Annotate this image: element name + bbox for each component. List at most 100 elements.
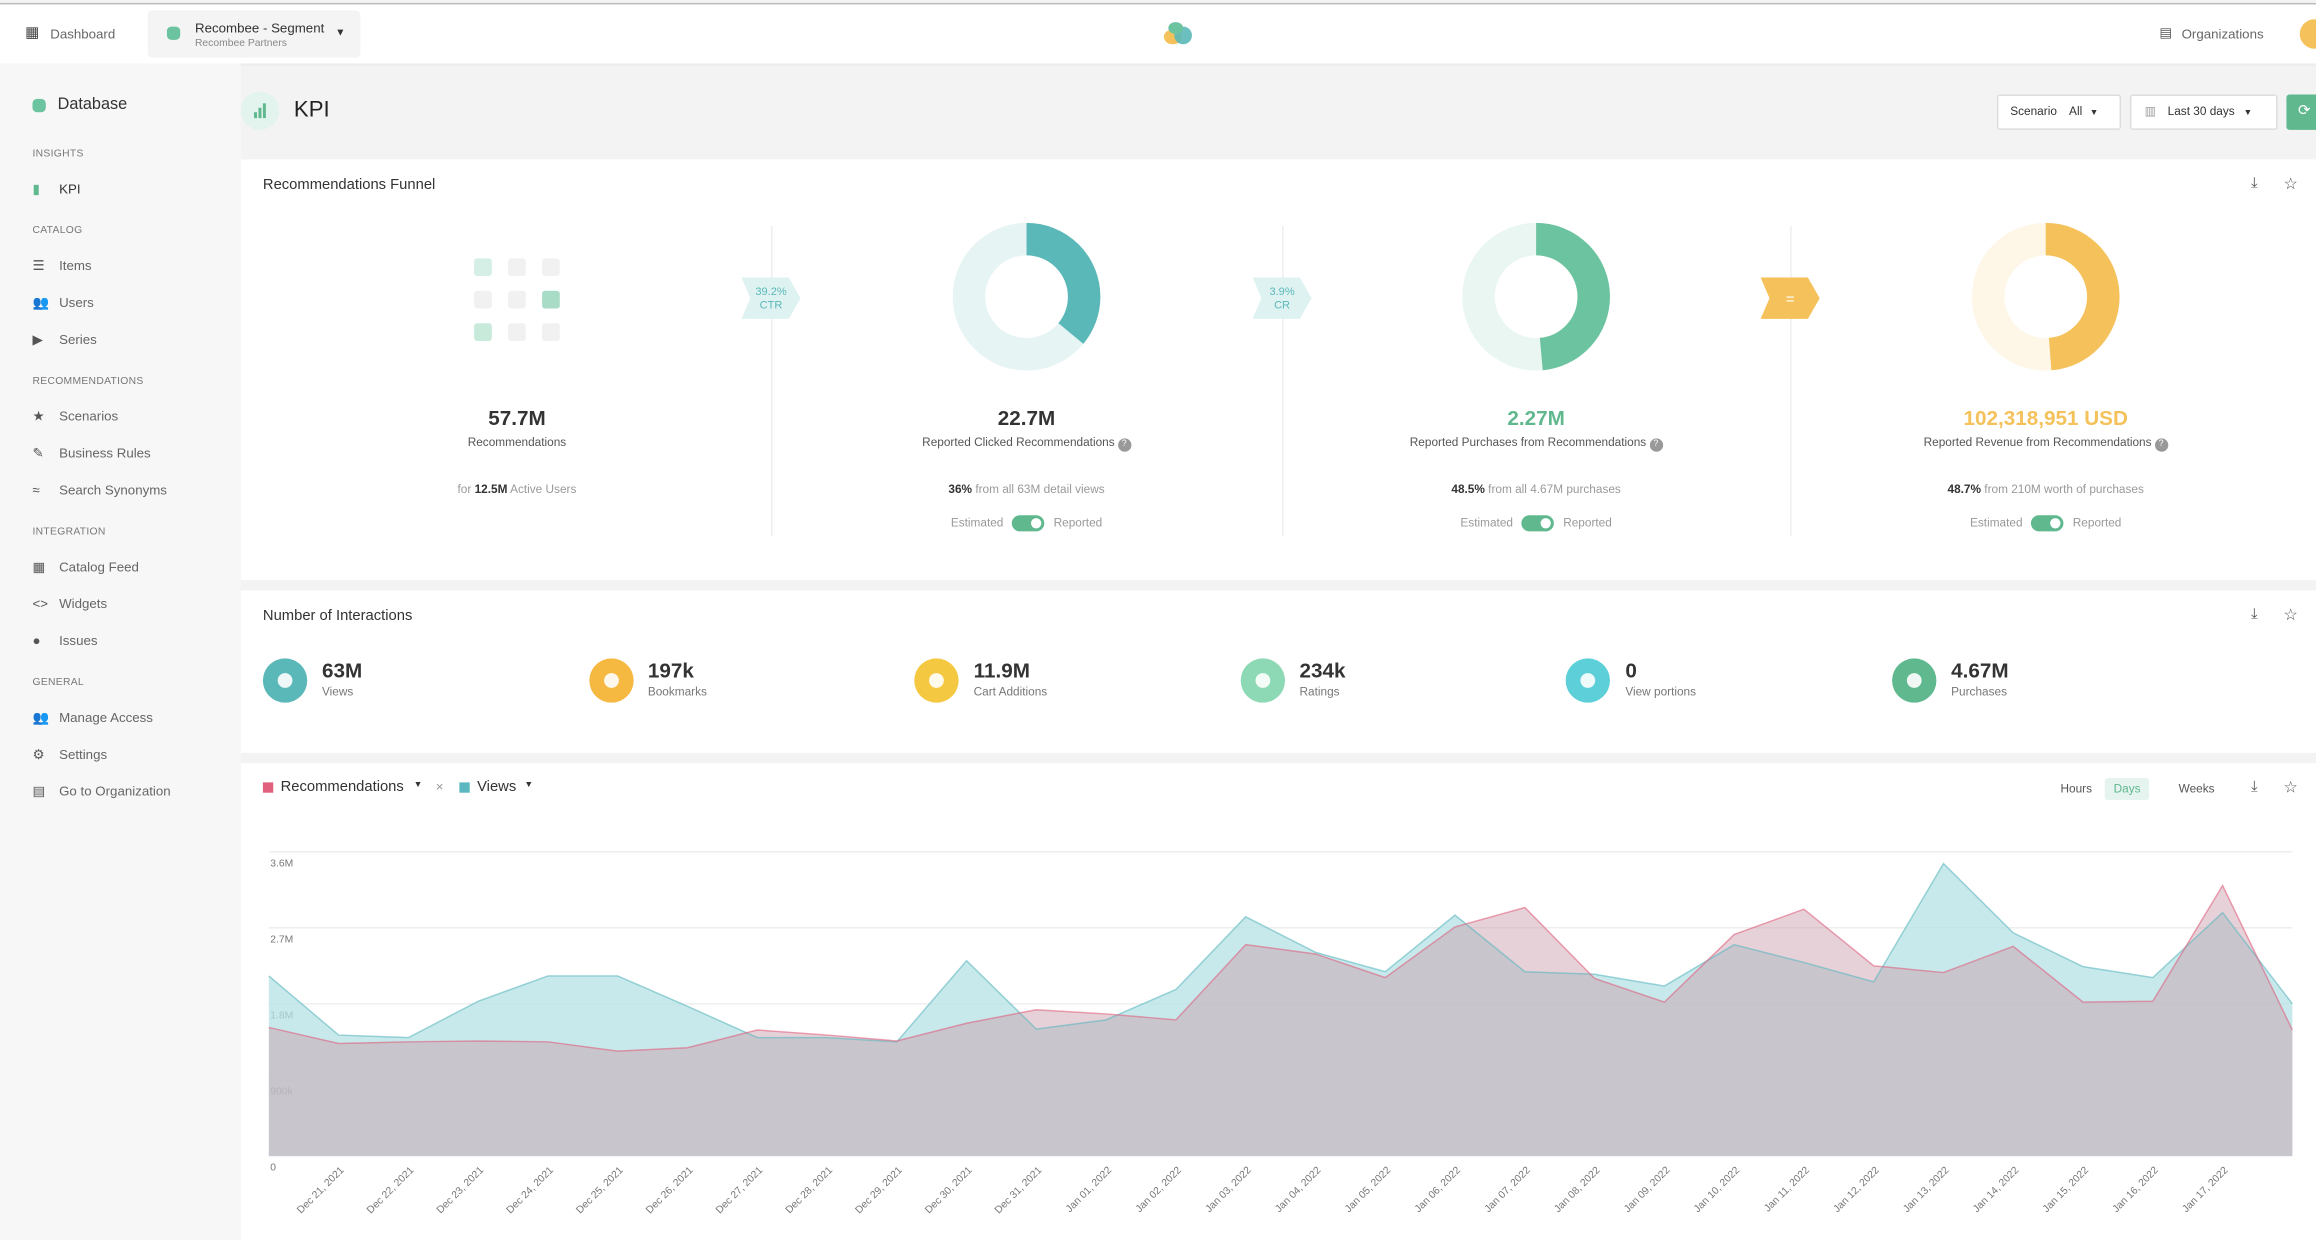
- interaction-label: Cart Additions: [973, 684, 1048, 699]
- interaction-value: 63M: [321, 658, 363, 682]
- detail-text: from all 63M detail views: [972, 482, 1105, 496]
- switch[interactable]: [1012, 515, 1045, 532]
- section-title: INTEGRATION: [32, 526, 106, 538]
- x-tick-label: Dec 27, 2021: [714, 1165, 765, 1216]
- nav-item[interactable]: Business Rules: [59, 445, 151, 461]
- x-tick-label: Jan 07, 2022: [1483, 1165, 1533, 1215]
- donut-arc: [952, 222, 1101, 371]
- interaction-icon: [588, 658, 634, 703]
- dashboard-link[interactable]: Dashboard: [50, 26, 116, 42]
- favorite-button[interactable]: ☆: [2283, 175, 2299, 194]
- scenario-select[interactable]: Scenario All ▼: [1996, 94, 2122, 130]
- switch[interactable]: [2031, 515, 2064, 532]
- nav-icon: ▶: [32, 332, 43, 347]
- section-title: CATALOG: [32, 225, 83, 237]
- legend-entry[interactable]: Views: [477, 779, 517, 796]
- separator: ×: [435, 779, 444, 795]
- logo: [1163, 22, 1192, 45]
- nav-icon: 👥: [32, 295, 50, 310]
- x-tick-label: Dec 21, 2021: [295, 1165, 346, 1216]
- nav-icon: ★: [32, 408, 45, 424]
- download-button[interactable]: ⤓: [2251, 606, 2258, 623]
- nav-icon: ▮: [32, 181, 40, 197]
- funnel-value: 102,318,951 USD: [1963, 405, 2128, 430]
- x-tick-label: Jan 05, 2022: [1343, 1165, 1393, 1215]
- toggle: Estimated Reported: [1315, 515, 1758, 532]
- interaction-value: 4.67M: [1951, 658, 2009, 682]
- divider: [771, 225, 773, 536]
- nav-item[interactable]: Issues: [59, 633, 98, 649]
- favorite-button[interactable]: ☆: [2283, 606, 2299, 625]
- interaction-label: Views: [321, 684, 354, 699]
- x-tick-label: Jan 13, 2022: [1901, 1165, 1951, 1215]
- x-tick-label: Dec 25, 2021: [574, 1165, 625, 1216]
- granularity-button[interactable]: Hours: [2060, 782, 2092, 796]
- help-icon[interactable]: ?: [2154, 438, 2168, 452]
- interaction-icon: [1240, 658, 1285, 703]
- interaction-value: 0: [1625, 658, 1637, 682]
- nav-item[interactable]: Series: [59, 332, 97, 347]
- x-tick-label: Jan 10, 2022: [1692, 1165, 1742, 1215]
- project-icon: [166, 26, 181, 40]
- nav-item[interactable]: Go to Organization: [59, 783, 171, 799]
- organizations-link[interactable]: Organizations: [2181, 26, 2264, 42]
- help-icon[interactable]: ?: [1649, 438, 1663, 452]
- avatar[interactable]: [2299, 19, 2316, 49]
- nav-item[interactable]: KPI: [59, 181, 81, 197]
- nav-item[interactable]: Catalog Feed: [59, 559, 139, 575]
- series-line: [268, 884, 2294, 1052]
- legend-entry[interactable]: Recommendations: [280, 779, 404, 796]
- detail-share: 48.5%: [1451, 482, 1485, 496]
- x-tick-label: Dec 26, 2021: [644, 1165, 695, 1216]
- nav-icon: ☰: [32, 258, 45, 274]
- range-select[interactable]: ▥ Last 30 days ▼: [2129, 94, 2278, 130]
- x-tick-label: Dec 23, 2021: [435, 1165, 486, 1216]
- nav-icon: ≈: [32, 482, 40, 498]
- toggle-left: Estimated: [1460, 516, 1513, 530]
- funnel-label-text: Reported Clicked Recommendations: [922, 435, 1115, 449]
- favorite-button[interactable]: ☆: [2283, 779, 2299, 798]
- granularity-button[interactable]: Weeks: [2178, 782, 2215, 796]
- connector-label: CTR: [760, 300, 783, 312]
- nav-item[interactable]: Search Synonyms: [59, 482, 167, 498]
- nav-item[interactable]: Scenarios: [59, 408, 119, 424]
- nav-item[interactable]: Widgets: [59, 596, 108, 612]
- detail-pre: for: [457, 482, 475, 496]
- card-title: Recommendations Funnel: [262, 177, 436, 194]
- help-icon[interactable]: ?: [1117, 438, 1131, 452]
- toggle: Estimated Reported: [805, 515, 1248, 532]
- x-tick-label: Jan 16, 2022: [2111, 1165, 2161, 1215]
- x-tick-label: Jan 11, 2022: [1762, 1165, 1812, 1215]
- interaction-icon: [1892, 658, 1937, 703]
- icon-glyph: [1906, 673, 1922, 688]
- x-tick-label: Jan 04, 2022: [1273, 1165, 1323, 1215]
- refresh-button[interactable]: ⟳: [2286, 94, 2316, 130]
- donut-arc: [1462, 222, 1610, 371]
- connector-shape: [1760, 277, 1820, 319]
- nav-item[interactable]: Items: [59, 258, 92, 274]
- nav-item[interactable]: Manage Access: [59, 710, 153, 725]
- dashboard-icon[interactable]: ▦: [25, 25, 40, 42]
- download-button[interactable]: ⤓: [2251, 175, 2258, 192]
- x-tick-label: Dec 22, 2021: [365, 1165, 416, 1216]
- database-title: Database: [57, 95, 128, 114]
- icon-glyph: [1255, 673, 1270, 688]
- connector-shape: [741, 277, 801, 319]
- interaction-label: Purchases: [1951, 684, 2007, 699]
- area-fill: [268, 885, 2293, 1156]
- granularity-button[interactable]: Days: [2104, 777, 2150, 801]
- scenario-label: Scenario: [2010, 104, 2057, 119]
- interaction-label: Ratings: [1299, 684, 1340, 699]
- icon-glyph: [277, 673, 293, 688]
- recommendations-icon: [474, 258, 560, 341]
- nav-item[interactable]: Users: [59, 295, 94, 310]
- icon-glyph: [929, 673, 945, 688]
- switch[interactable]: [1521, 515, 1555, 532]
- download-button[interactable]: ⤓: [2251, 779, 2258, 796]
- interaction-icon: [914, 658, 959, 703]
- project-selector[interactable]: Recombee - Segment Recombee Partners ▼: [147, 10, 361, 58]
- nav-item[interactable]: Settings: [59, 746, 108, 762]
- funnel-label-text: Reported Purchases from Recommendations: [1409, 435, 1647, 449]
- kpi-icon: [240, 91, 280, 130]
- x-tick-label: Jan 17, 2022: [2181, 1165, 2231, 1215]
